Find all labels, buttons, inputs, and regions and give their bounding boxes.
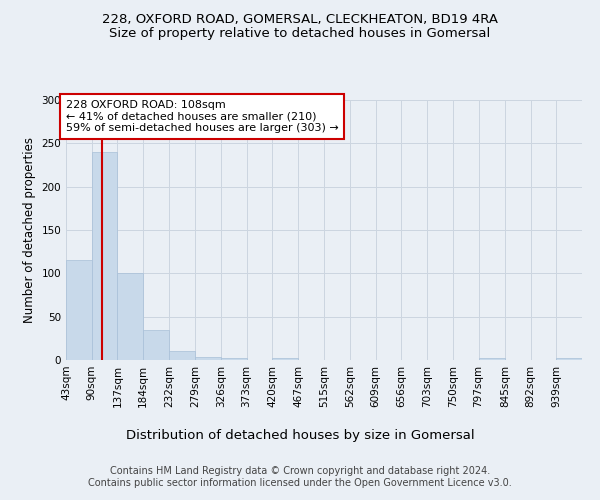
- Y-axis label: Number of detached properties: Number of detached properties: [23, 137, 36, 323]
- Bar: [195, 356, 221, 360]
- Text: 228, OXFORD ROAD, GOMERSAL, CLECKHEATON, BD19 4RA: 228, OXFORD ROAD, GOMERSAL, CLECKHEATON,…: [102, 12, 498, 26]
- Text: Distribution of detached houses by size in Gomersal: Distribution of detached houses by size …: [125, 428, 475, 442]
- Text: Size of property relative to detached houses in Gomersal: Size of property relative to detached ho…: [109, 28, 491, 40]
- Bar: [169, 352, 195, 360]
- Bar: [272, 358, 298, 360]
- Bar: [556, 358, 582, 360]
- Bar: [92, 152, 118, 360]
- Bar: [66, 260, 92, 360]
- Text: Contains HM Land Registry data © Crown copyright and database right 2024.
Contai: Contains HM Land Registry data © Crown c…: [88, 466, 512, 487]
- Bar: [221, 358, 247, 360]
- Text: 228 OXFORD ROAD: 108sqm
← 41% of detached houses are smaller (210)
59% of semi-d: 228 OXFORD ROAD: 108sqm ← 41% of detache…: [66, 100, 339, 133]
- Bar: [118, 274, 143, 360]
- Bar: [479, 358, 505, 360]
- Bar: [143, 330, 169, 360]
